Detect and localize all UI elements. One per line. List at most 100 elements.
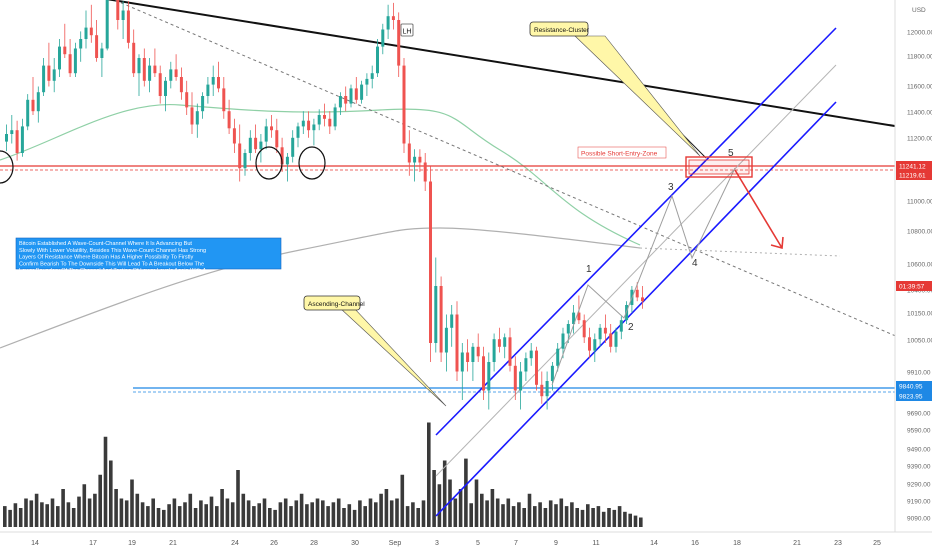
- candle-body: [328, 118, 332, 127]
- candle-body: [333, 107, 337, 127]
- time-tick-label: 21: [793, 540, 801, 547]
- volume-bar: [262, 498, 267, 527]
- volume-bar: [421, 500, 426, 527]
- candle-body: [63, 46, 67, 55]
- time-tick-label: 14: [31, 540, 39, 547]
- time-tick-label: 14: [650, 540, 658, 547]
- candle-body: [164, 80, 167, 96]
- candle-body: [360, 84, 364, 100]
- description-line: Confirm Bearish To The Downside This Wil…: [19, 261, 204, 267]
- price-tick-label: 9590.00: [907, 428, 931, 435]
- price-tick-label: 10800.00: [907, 229, 932, 236]
- volume-bar: [24, 498, 28, 527]
- volume-bar: [289, 506, 293, 527]
- volume-bar: [172, 498, 177, 527]
- volume-bar: [98, 474, 102, 527]
- price-tick-label: 10600.00: [907, 262, 932, 269]
- volume-bar: [342, 508, 346, 527]
- volume-bar: [162, 509, 166, 527]
- candle-body: [121, 10, 125, 20]
- volume-bar: [543, 508, 548, 527]
- volume-bar: [3, 506, 7, 527]
- candle-body: [354, 88, 358, 100]
- candle-body: [126, 10, 130, 43]
- channel-lower-line: [435, 101, 837, 517]
- price-marker-tag: [896, 381, 932, 391]
- candle-body: [344, 96, 348, 104]
- volume-bar: [368, 498, 373, 527]
- candle-body: [148, 65, 152, 81]
- candle-body: [588, 337, 591, 351]
- volume-bar: [278, 502, 283, 527]
- volume-bar: [405, 506, 410, 527]
- candle-body: [614, 331, 618, 347]
- candle-body: [609, 333, 613, 347]
- candle-body: [153, 65, 157, 74]
- price-marker-tag: [896, 170, 932, 180]
- price-axis-bg: [895, 0, 932, 550]
- time-tick-label: 9: [554, 540, 558, 547]
- candle-body: [386, 16, 390, 30]
- candle-body: [529, 350, 533, 359]
- volume-bar: [458, 489, 463, 527]
- candle-body: [418, 156, 422, 163]
- annotations: LH Resistance-Cluster Possible Short-Entry…: [15, 21, 753, 407]
- time-tick-label: 24: [231, 540, 239, 547]
- secondary-downtrend-line: [113, 0, 906, 341]
- volume-bar: [34, 493, 39, 527]
- candle-body: [307, 120, 311, 131]
- volume-bar: [480, 493, 484, 527]
- time-tick-label: 28: [310, 540, 318, 547]
- candle-body: [381, 29, 385, 47]
- candle-body: [487, 362, 491, 391]
- volume-bar: [612, 509, 617, 527]
- volume-bar: [358, 500, 362, 527]
- volume-bar: [71, 508, 76, 527]
- volume-bar: [374, 502, 378, 527]
- candle-body: [444, 327, 448, 353]
- candle-body: [270, 126, 273, 131]
- candle-body: [195, 111, 199, 125]
- volume-bar: [490, 489, 495, 527]
- volume-bar: [485, 500, 489, 527]
- volume-bar: [215, 506, 219, 527]
- volume-bar: [151, 498, 155, 527]
- candle-body: [179, 77, 183, 93]
- slow-ma-line: [0, 227, 641, 349]
- main-downtrend-line: [106, 0, 932, 133]
- volume-bar: [40, 502, 44, 527]
- time-tick-label: 18: [733, 540, 741, 547]
- volume-bar: [135, 493, 140, 527]
- candle-body: [455, 314, 459, 372]
- volume-bar: [50, 498, 55, 527]
- volume-bar: [177, 506, 182, 527]
- candle-body: [47, 65, 51, 81]
- volume-bar: [225, 498, 230, 527]
- candle-body: [598, 327, 602, 340]
- price-tick-label: 10150.00: [907, 311, 932, 318]
- candle-body: [243, 153, 247, 169]
- description-line: Layers Of Resistance Where Bitcoin Has A…: [19, 255, 194, 261]
- price-marker-label: 9840.95: [899, 384, 923, 391]
- volume-bar: [511, 506, 516, 527]
- drop-arrow-head: [770, 236, 784, 250]
- candle-body: [105, 0, 109, 49]
- volume-bar: [548, 500, 553, 527]
- volume-bar: [400, 474, 405, 527]
- volume-bar: [114, 489, 118, 527]
- volume-bar: [56, 506, 60, 527]
- volume-bar: [533, 506, 537, 527]
- price-marker-label: 9823.95: [899, 394, 923, 401]
- volume-bar: [633, 515, 638, 527]
- volume-bar: [188, 493, 193, 527]
- volume-bar: [140, 502, 145, 527]
- resistance-cluster-tail: [574, 35, 701, 157]
- price-tick-label: 11200.00: [907, 136, 932, 143]
- volume-bar: [236, 470, 240, 527]
- time-tick-label: 11: [592, 540, 599, 547]
- volume-bar: [77, 496, 81, 527]
- candles: [0, 0, 644, 410]
- volume-bar: [469, 503, 473, 527]
- candle-body: [190, 107, 194, 125]
